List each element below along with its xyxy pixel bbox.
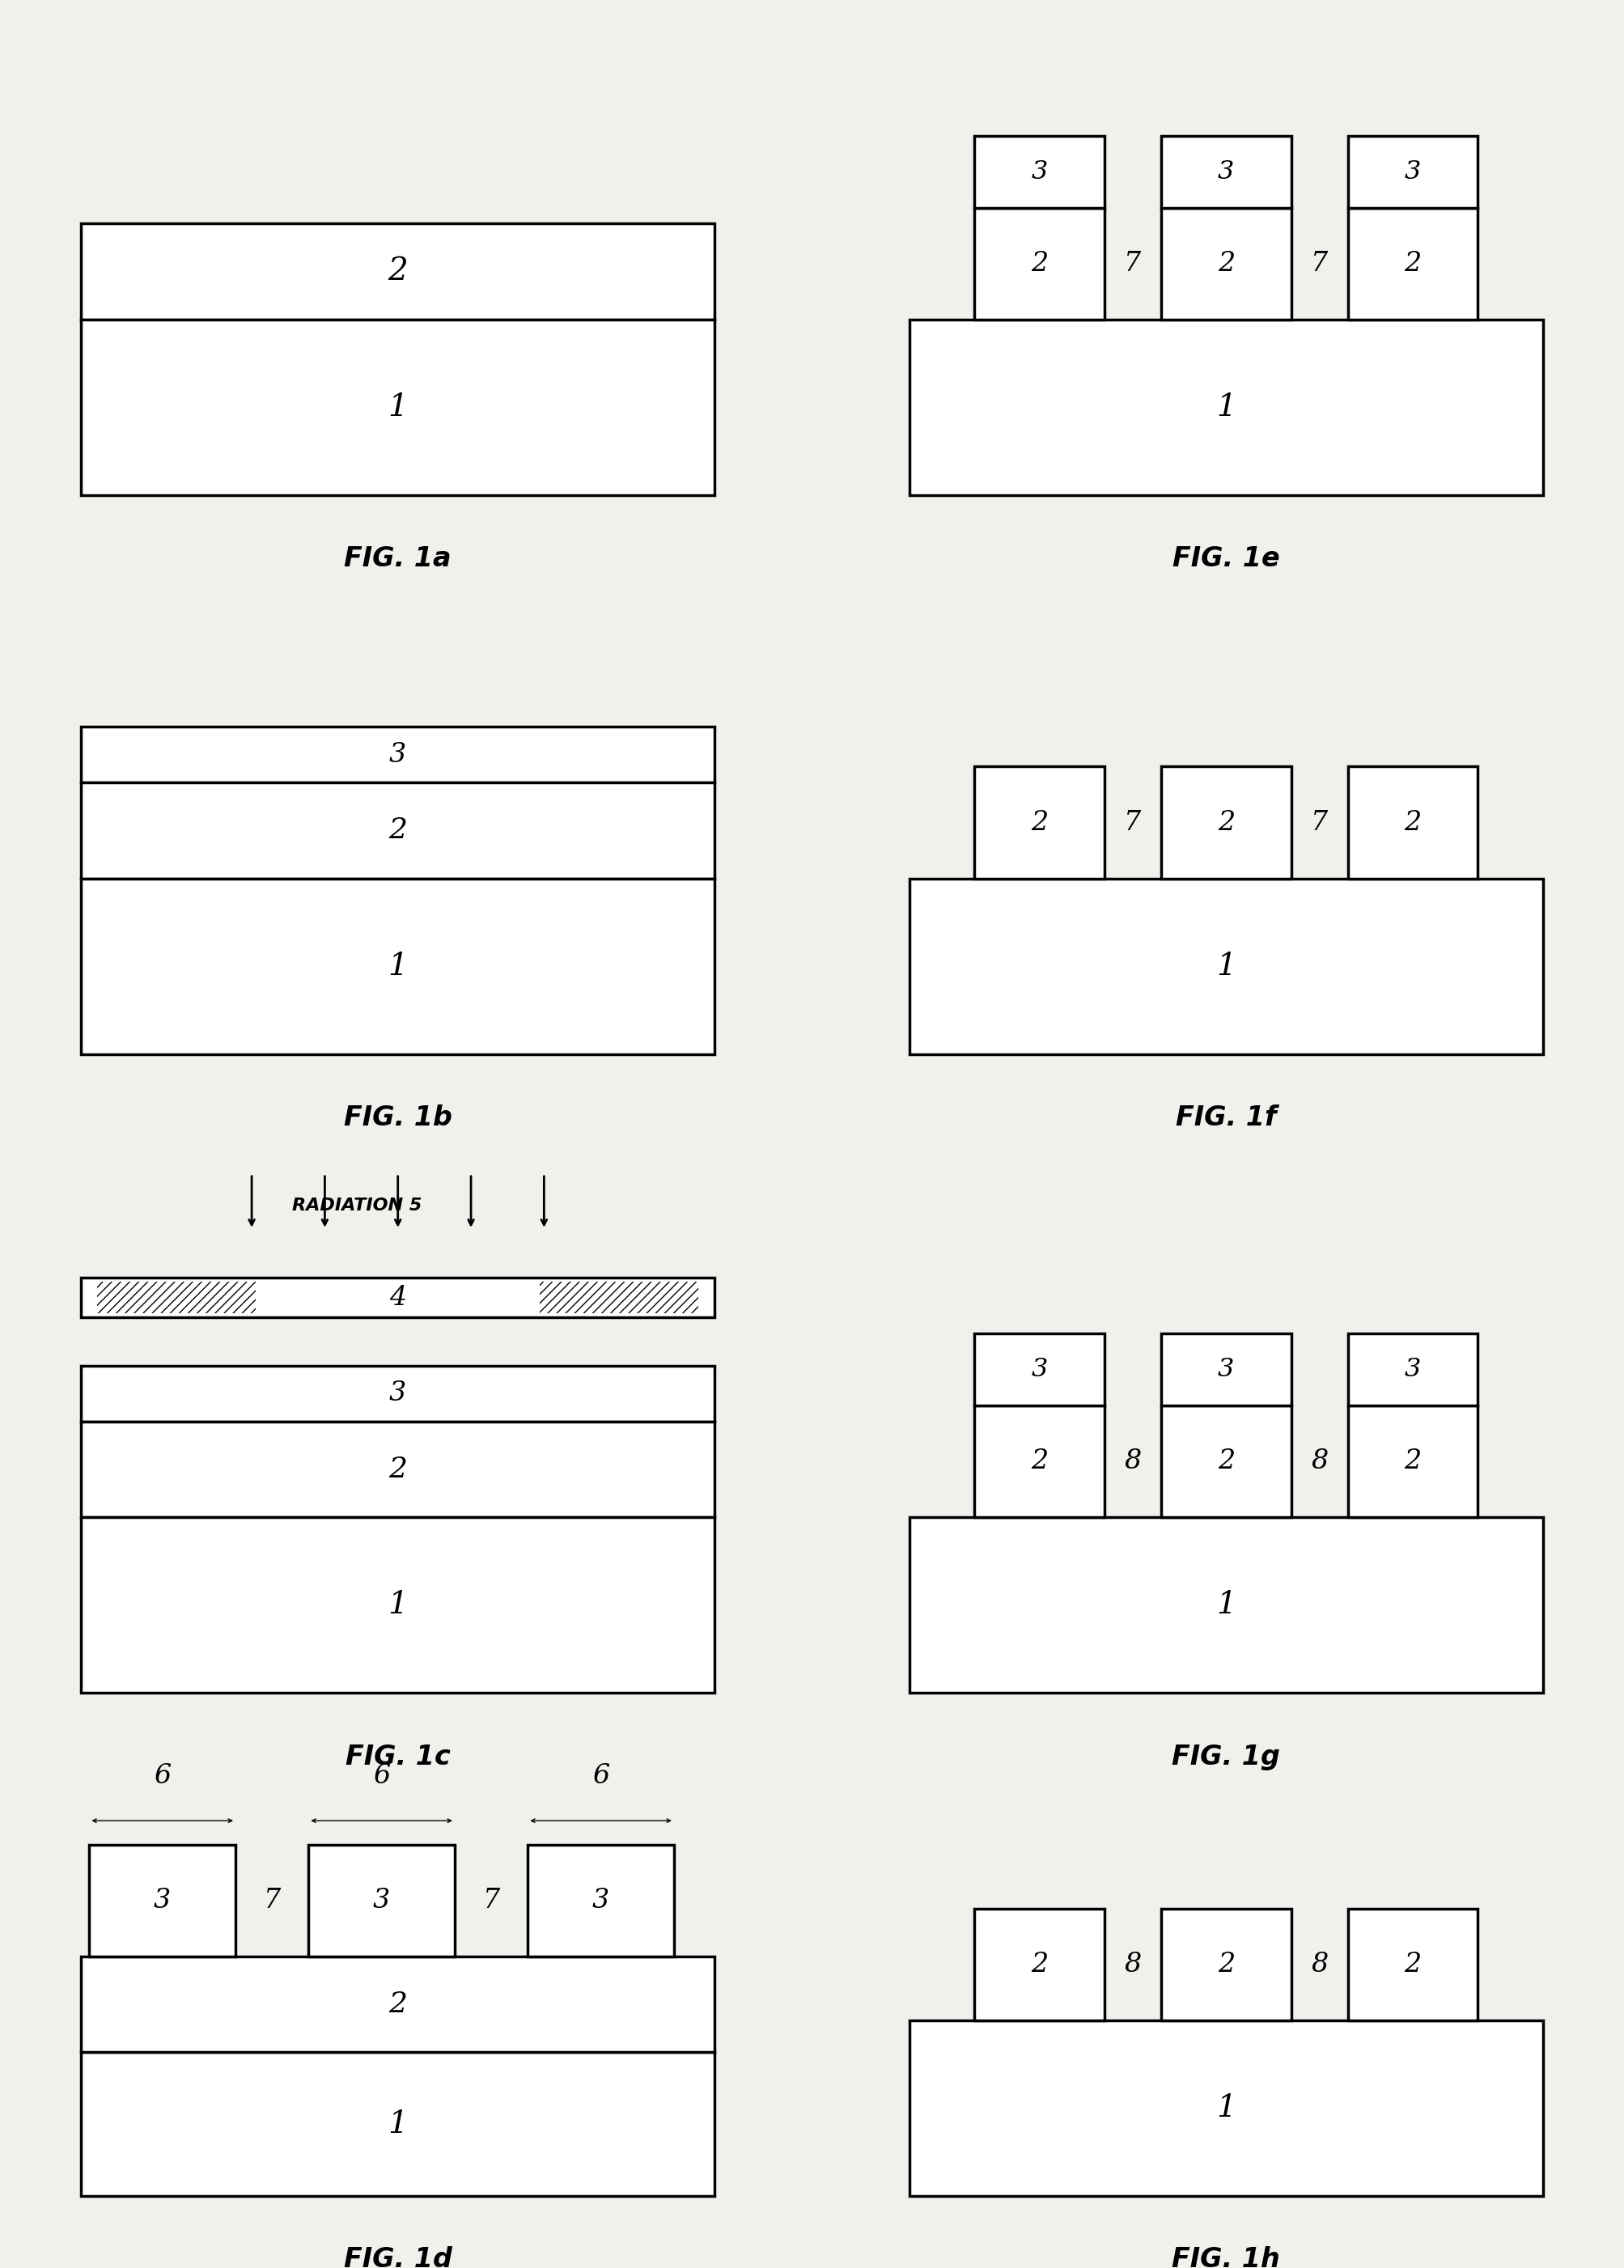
Bar (309, 1844, 455, 1957)
Bar (1348, 1334, 1478, 1406)
Text: 2: 2 (1218, 249, 1234, 277)
Bar (81, 320, 715, 494)
Text: 1: 1 (1216, 950, 1236, 982)
Bar (909, 2021, 1543, 2195)
Bar (1161, 1910, 1291, 2021)
Text: 3: 3 (374, 1887, 390, 1914)
Text: 1: 1 (388, 2109, 408, 2139)
Bar (81, 1277, 715, 1318)
Bar (89, 1844, 235, 1957)
Text: 8: 8 (1311, 1950, 1328, 1978)
Text: 2: 2 (1405, 1950, 1421, 1978)
Bar (528, 1844, 674, 1957)
Bar (97, 1281, 257, 1313)
Text: 2: 2 (1405, 249, 1421, 277)
Text: FIG. 1a: FIG. 1a (344, 547, 451, 572)
Text: 3: 3 (1405, 159, 1421, 184)
Bar (1348, 136, 1478, 209)
Text: FIG. 1c: FIG. 1c (346, 1744, 450, 1769)
Text: 2: 2 (1405, 810, 1421, 835)
Bar (974, 1334, 1104, 1406)
Text: 3: 3 (1031, 159, 1047, 184)
Text: 2: 2 (388, 1456, 408, 1483)
Text: 1: 1 (1216, 1590, 1236, 1619)
Text: FIG. 1g: FIG. 1g (1173, 1744, 1280, 1769)
Bar (81, 878, 715, 1055)
Text: 2: 2 (1218, 1950, 1234, 1978)
Text: FIG. 1e: FIG. 1e (1173, 547, 1280, 572)
Bar (97, 1281, 257, 1313)
Bar (1161, 1406, 1291, 1517)
Text: 7: 7 (263, 1887, 281, 1914)
Text: 2: 2 (388, 256, 408, 286)
Bar (81, 726, 715, 782)
Text: 1: 1 (388, 950, 408, 982)
Bar (1161, 136, 1291, 209)
Text: 3: 3 (390, 742, 406, 767)
Text: FIG. 1h: FIG. 1h (1173, 2248, 1280, 2268)
Text: 3: 3 (1031, 1356, 1047, 1381)
Bar (81, 782, 715, 878)
Text: 8: 8 (1124, 1449, 1142, 1474)
Text: 3: 3 (390, 1381, 406, 1406)
Bar (1348, 1406, 1478, 1517)
Text: 2: 2 (1031, 1950, 1047, 1978)
Bar (1161, 1334, 1291, 1406)
Text: 2: 2 (1031, 810, 1047, 835)
Bar (909, 878, 1543, 1055)
Bar (539, 1281, 698, 1313)
Bar (81, 1422, 715, 1517)
Text: 7: 7 (1311, 249, 1328, 277)
Bar (81, 1517, 715, 1692)
Text: 8: 8 (1124, 1950, 1142, 1978)
Text: 1: 1 (388, 1590, 408, 1619)
Text: 2: 2 (1218, 810, 1234, 835)
Bar (81, 2053, 715, 2195)
Text: 1: 1 (1216, 2093, 1236, 2123)
Bar (1348, 767, 1478, 878)
Text: 3: 3 (1218, 159, 1234, 184)
Text: 2: 2 (1218, 1449, 1234, 1474)
Text: 2: 2 (1405, 1449, 1421, 1474)
Text: 7: 7 (1124, 810, 1142, 835)
Text: 3: 3 (154, 1887, 171, 1914)
Text: 1: 1 (1216, 392, 1236, 422)
Text: 1: 1 (388, 392, 408, 422)
Text: 3: 3 (1218, 1356, 1234, 1381)
Text: 2: 2 (388, 816, 408, 844)
Bar (81, 1365, 715, 1422)
Bar (1348, 1910, 1478, 2021)
Bar (974, 1910, 1104, 2021)
Text: FIG. 1f: FIG. 1f (1176, 1105, 1276, 1132)
Bar (974, 136, 1104, 209)
Text: 4: 4 (390, 1284, 406, 1311)
Text: 2: 2 (388, 1991, 408, 2019)
Text: FIG. 1d: FIG. 1d (344, 2248, 451, 2268)
Bar (81, 225, 715, 320)
Text: 8: 8 (1311, 1449, 1328, 1474)
Text: 2: 2 (1031, 1449, 1047, 1474)
Text: 7: 7 (1124, 249, 1142, 277)
Bar (1161, 767, 1291, 878)
Bar (909, 320, 1543, 494)
Bar (974, 1406, 1104, 1517)
Bar (81, 1957, 715, 2053)
Text: 3: 3 (593, 1887, 609, 1914)
Bar (1161, 209, 1291, 320)
Bar (539, 1281, 698, 1313)
Text: 2: 2 (1031, 249, 1047, 277)
Text: 7: 7 (1311, 810, 1328, 835)
Text: 6: 6 (374, 1762, 390, 1789)
Text: RADIATION 5: RADIATION 5 (292, 1198, 422, 1213)
Bar (909, 1517, 1543, 1692)
Text: 7: 7 (482, 1887, 500, 1914)
Text: FIG. 1b: FIG. 1b (344, 1105, 451, 1132)
Text: 6: 6 (593, 1762, 609, 1789)
Text: 6: 6 (154, 1762, 171, 1789)
Text: 3: 3 (1405, 1356, 1421, 1381)
Bar (1348, 209, 1478, 320)
Bar (974, 767, 1104, 878)
Bar (974, 209, 1104, 320)
